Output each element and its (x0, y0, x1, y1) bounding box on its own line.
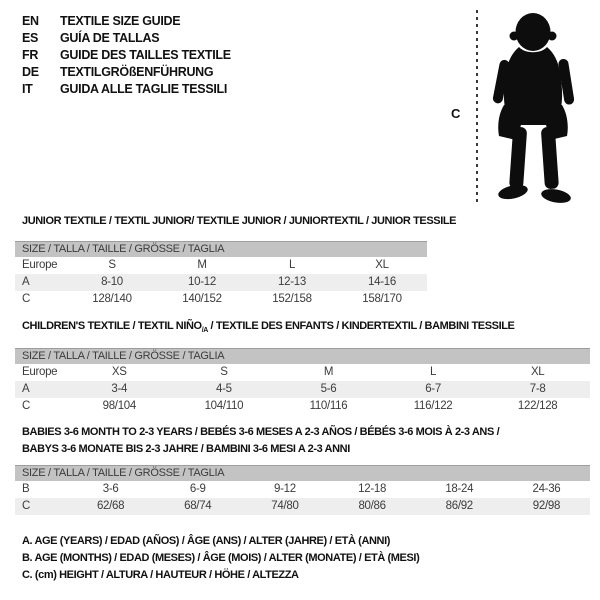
row-label: A (22, 383, 30, 395)
table-cell: 86/92 (445, 500, 474, 512)
language-title: TEXTILGRÖßENFÜHRUNG (60, 65, 214, 79)
babies-size-table: SIZE / TALLA / TAILLE / GRÖSSE / TAGLIA B… (15, 465, 590, 515)
title-segment: BABIES 3-6 MONTH TO 2-3 YEARS / BEBÉS 3-… (22, 426, 500, 438)
table-cell: L (288, 259, 296, 271)
language-row: ES GUÍA DE TALLAS (22, 30, 231, 47)
title-subscript: /A (201, 327, 209, 335)
table-title-line: CHILDREN'S TEXTILE / TEXTIL NIÑO/A / TEX… (22, 318, 515, 339)
table-title-line: BABYS 3-6 MONATE BIS 2-3 JAHRE / BAMBINI… (22, 441, 499, 458)
table-cell: 158/170 (362, 293, 402, 305)
childrens-size-table: SIZE / TALLA / TAILLE / GRÖSSE / TAGLIA E… (15, 348, 590, 415)
childrens-textile-title: CHILDREN'S TEXTILE / TEXTIL NIÑO/A / TEX… (22, 318, 515, 339)
size-header-bar: SIZE / TALLA / TAILLE / GRÖSSE / TAGLIA (15, 348, 590, 364)
table-cell: 12-18 (358, 483, 387, 495)
language-row: IT GUIDA ALLE TAGLIE TESSILI (22, 81, 231, 98)
table-cell: 10-12 (188, 276, 216, 288)
table-cell: M (323, 366, 334, 378)
language-code: IT (22, 82, 33, 96)
table-cell: 116/122 (413, 400, 453, 412)
table-cell: 6-7 (425, 383, 441, 395)
row-label: C (22, 293, 31, 305)
table-row: C 62/68 68/74 74/80 80/86 86/92 92/98 (15, 498, 590, 515)
table-cell: XL (375, 259, 389, 271)
table-cell: 62/68 (96, 500, 125, 512)
table-cell: L (430, 366, 437, 378)
row-label: Europe (22, 366, 58, 378)
row-label: C (22, 500, 31, 512)
table-cell: 122/128 (517, 400, 558, 412)
footnote-line: B. AGE (MONTHS) / EDAD (MESES) / ÂGE (MO… (22, 552, 420, 564)
table-row: Europe XS S M L XL (15, 364, 590, 381)
table-row: B 3-6 6-9 9-12 12-18 18-24 24-36 (15, 481, 590, 498)
table-cell: 9-12 (274, 483, 296, 495)
footnote-line: A. AGE (YEARS) / EDAD (AÑOS) / ÂGE (ANS)… (22, 535, 390, 547)
title-segment: JUNIOR TEXTILE / TEXTIL JUNIOR/ TEXTILE … (22, 215, 457, 227)
table-cell: 3-4 (111, 383, 128, 395)
table-row: C 128/140 140/152 152/158 158/170 (15, 291, 427, 308)
table-row: A 3-4 4-5 5-6 6-7 7-8 (15, 381, 590, 398)
table-cell: 7-8 (529, 383, 546, 395)
table-row: C 98/104 104/110 110/116 116/122 122/128 (15, 398, 590, 415)
table-cell: 12-13 (278, 276, 306, 288)
table-cell: S (108, 259, 116, 271)
size-header-bar: SIZE / TALLA / TAILLE / GRÖSSE / TAGLIA (15, 241, 427, 257)
language-title: GUIDE DES TAILLES TEXTILE (60, 48, 231, 62)
table-cell: 140/152 (182, 293, 222, 305)
language-code: FR (22, 48, 39, 62)
table-cell: 152/158 (272, 293, 312, 305)
language-code: EN (22, 14, 39, 28)
table-cell: 18-24 (445, 483, 474, 495)
table-cell: M (197, 259, 207, 271)
table-title-line: JUNIOR TEXTILE / TEXTIL JUNIOR/ TEXTILE … (22, 213, 457, 230)
row-label: C (22, 400, 31, 412)
row-label: B (22, 483, 30, 495)
language-title: TEXTILE SIZE GUIDE (60, 14, 181, 28)
language-title: GUÍA DE TALLAS (60, 31, 160, 45)
junior-textile-title: JUNIOR TEXTILE / TEXTIL JUNIOR/ TEXTILE … (22, 213, 457, 230)
babies-textile-title: BABIES 3-6 MONTH TO 2-3 YEARS / BEBÉS 3-… (22, 424, 500, 458)
footnotes: A. AGE (YEARS) / EDAD (AÑOS) / ÂGE (ANS)… (22, 533, 420, 584)
table-cell: 110/116 (309, 400, 348, 412)
table-row: A 8-10 10-12 12-13 14-16 (15, 274, 427, 291)
table-cell: S (220, 366, 228, 378)
table-row: Europe S M L XL (15, 257, 427, 274)
size-header-bar: SIZE / TALLA / TAILLE / GRÖSSE / TAGLIA (15, 465, 590, 481)
title-segment: BABYS 3-6 MONATE BIS 2-3 JAHRE / BAMBINI… (22, 443, 350, 455)
table-cell: 4-5 (216, 383, 232, 395)
height-measure-dotted-line (476, 10, 478, 206)
language-list: EN TEXTILE SIZE GUIDE ES GUÍA DE TALLAS FR GU… (22, 13, 231, 98)
table-cell: 8-10 (101, 276, 123, 288)
footnote-line: C. (cm) HEIGHT / ALTURA / HAUTEUR / HÖHE… (22, 569, 299, 581)
language-code: ES (22, 31, 39, 45)
row-label: Europe (22, 259, 58, 271)
table-cell: 68/74 (184, 500, 212, 512)
row-label: A (22, 276, 30, 288)
table-cell: 80/86 (358, 500, 386, 512)
language-title: GUIDA ALLE TAGLIE TESSILI (60, 82, 228, 96)
table-cell: 6-9 (189, 483, 206, 495)
title-segment: / TEXTILE DES ENFANTS / KINDERTEXTIL / B… (207, 320, 515, 332)
language-row: DE TEXTILGRÖßENFÜHRUNG (22, 64, 231, 81)
table-cell: 98/104 (102, 400, 137, 412)
language-row: EN TEXTILE SIZE GUIDE (22, 13, 231, 30)
table-cell: 5-6 (320, 383, 337, 395)
table-cell: XL (530, 366, 545, 378)
table-cell: 92/98 (532, 500, 561, 512)
table-cell: 128/140 (92, 293, 132, 305)
title-segment: CHILDREN'S TEXTILE / TEXTIL NIÑO (22, 320, 202, 332)
figure-measure-label: C (451, 106, 461, 121)
baby-silhouette-image (492, 13, 575, 203)
table-cell: XS (111, 366, 127, 378)
table-title-line: BABIES 3-6 MONTH TO 2-3 YEARS / BEBÉS 3-… (22, 424, 500, 441)
language-code: DE (22, 65, 39, 79)
table-cell: 3-6 (102, 483, 119, 495)
table-cell: 104/110 (204, 400, 244, 412)
language-row: FR GUIDE DES TAILLES TEXTILE (22, 47, 231, 64)
junior-size-table: SIZE / TALLA / TAILLE / GRÖSSE / TAGLIA E… (15, 241, 427, 308)
table-cell: 74/80 (271, 500, 299, 512)
table-cell: 24-36 (532, 483, 561, 495)
table-cell: 14-16 (368, 276, 396, 288)
